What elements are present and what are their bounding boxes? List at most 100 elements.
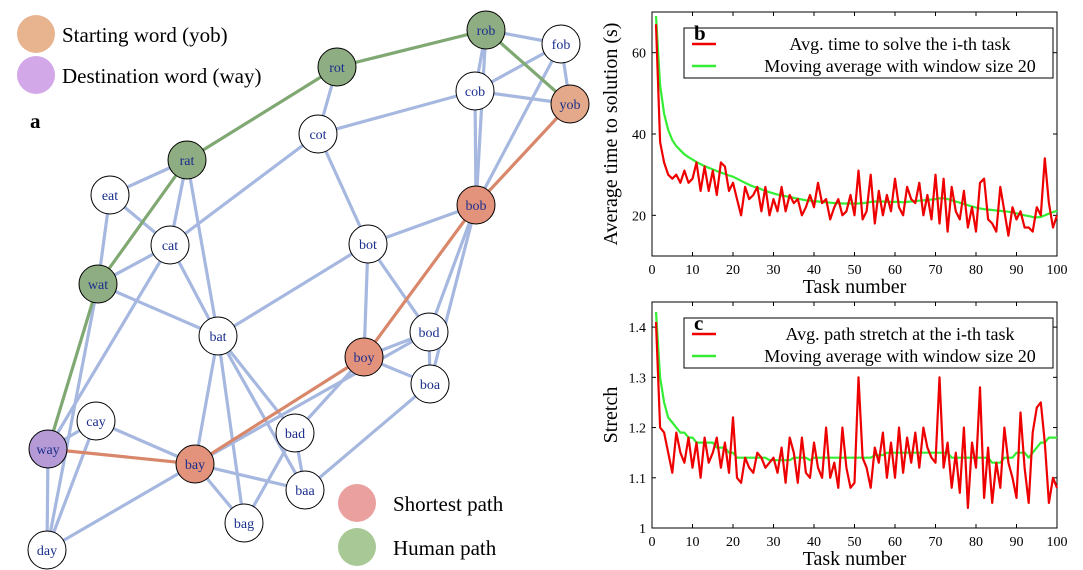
x-tick-label: 20 — [726, 535, 740, 550]
panel-label-a: a — [30, 109, 41, 133]
graph-node-boy — [344, 337, 384, 377]
legend-bottom: Shortest path Human path — [338, 484, 504, 566]
graph-node-label-cot: cot — [309, 128, 326, 143]
y-tick-label: 1 — [639, 522, 646, 537]
series-line-red — [654, 24, 1059, 237]
graph-node-label-cob: cob — [465, 85, 485, 100]
x-tick-label: 50 — [848, 535, 862, 550]
graph-edge — [96, 282, 220, 338]
x-tick-label: 30 — [767, 263, 781, 278]
graph-edge — [45, 462, 197, 552]
graph-node-label-bag: bag — [234, 517, 254, 532]
x-tick-label: 60 — [888, 263, 902, 278]
y-axis-label: Stretch — [600, 387, 622, 444]
legend-swatch-human — [338, 528, 376, 566]
x-tick-label: 90 — [1010, 535, 1024, 550]
graph-node-bat — [198, 316, 238, 356]
graph-node-way — [28, 429, 68, 469]
x-tick-label: 30 — [767, 535, 781, 550]
y-tick-label: 1.3 — [629, 371, 647, 386]
legend-label-dest: Destination word (way) — [62, 64, 261, 88]
y-tick-label: 1.1 — [629, 472, 647, 487]
graph-edge — [316, 132, 370, 246]
graph-node-fob — [541, 24, 581, 64]
graph-node-label-way: way — [36, 443, 59, 458]
graph-node-bag — [224, 503, 264, 543]
legend-label-shortest: Shortest path — [393, 492, 504, 516]
legend-label-series-0: Avg. path stretch at the i-th task — [785, 324, 1014, 344]
graph-node-label-baa: baa — [295, 484, 315, 499]
legend-label-series-1: Moving average with window size 20 — [764, 346, 1035, 366]
graph-node-wat — [78, 264, 118, 304]
graph-node-label-rob: rob — [477, 24, 496, 39]
legend-label-series-0: Avg. time to solve the i-th task — [789, 34, 1010, 54]
legend-label-start: Starting word (yob) — [62, 23, 228, 47]
graph-node-cat — [150, 225, 190, 265]
x-tick-label: 10 — [686, 263, 700, 278]
graph-edge — [216, 242, 370, 338]
graph-node-label-cat: cat — [162, 239, 178, 254]
graph-node-label-boa: boa — [420, 378, 441, 393]
legend-top: Starting word (yob) Destination word (wa… — [17, 15, 261, 94]
x-tick-label: 70 — [929, 535, 943, 550]
graph-node-label-bod: bod — [419, 326, 440, 341]
graph-node-yob — [550, 84, 590, 124]
x-axis-label: Task number — [803, 276, 907, 298]
graph-node-label-rat: rat — [180, 154, 195, 169]
graph-node-label-boy: boy — [354, 351, 375, 366]
graph-node-label-bat: bat — [209, 330, 226, 345]
graph-node-bot — [348, 224, 388, 264]
graph-node-eat — [90, 175, 130, 215]
y-tick-label: 20 — [632, 209, 646, 224]
series-line-red — [654, 322, 1059, 509]
human-path-edge — [96, 158, 189, 286]
x-tick-label: 100 — [1047, 535, 1068, 550]
y-axis-label: Average time to solution (s) — [600, 23, 622, 246]
graph-edge — [474, 28, 488, 207]
graph-node-label-bad: bad — [285, 427, 305, 442]
graph-node-label-eat: eat — [102, 189, 118, 204]
panel-label-c: c — [694, 311, 703, 335]
x-tick-label: 100 — [1047, 263, 1068, 278]
graph-node-cot — [298, 114, 338, 154]
legend-label-series-1: Moving average with window size 20 — [764, 56, 1035, 76]
graph-edge — [474, 42, 563, 207]
human-path-edge — [335, 28, 488, 69]
shortest-path-edge — [193, 355, 366, 466]
graph-edge — [428, 203, 478, 386]
graph-node-boa — [410, 364, 450, 404]
y-tick-label: 40 — [632, 128, 646, 143]
graph-nodes: rob fob cob yob rot cot rat eat cat bob bot wat bat b… — [27, 10, 590, 570]
chart-path-stretch: 0 10 20 30 40 50 60 70 80 90 100 1 1.1 1.2 1.3 1.4 Task … — [600, 301, 1068, 570]
graph-edge — [216, 334, 297, 435]
graph-edge — [216, 334, 246, 525]
graph-edge — [46, 243, 172, 451]
graph-node-baa — [285, 470, 325, 510]
graph-edge — [303, 382, 432, 492]
graph-node-label-wat: wat — [88, 278, 108, 293]
graph-edge — [216, 334, 307, 492]
x-tick-label: 0 — [649, 535, 656, 550]
graph-node-cay — [76, 401, 116, 441]
x-tick-label: 60 — [888, 535, 902, 550]
graph-node-rat — [167, 140, 207, 180]
x-tick-label: 50 — [848, 263, 862, 278]
legend-swatch-dest — [17, 56, 55, 94]
graph-node-cob — [455, 71, 495, 111]
graph-node-day — [27, 530, 67, 570]
graph-edge — [185, 158, 220, 338]
legend-box — [683, 27, 1054, 79]
graph-edge — [193, 334, 220, 466]
legend-swatch-shortest — [338, 484, 376, 522]
x-tick-label: 90 — [1010, 263, 1024, 278]
x-tick-label: 40 — [807, 263, 821, 278]
graph-node-label-bay: bay — [185, 458, 205, 473]
x-tick-label: 80 — [969, 535, 983, 550]
y-tick-label: 60 — [632, 47, 646, 62]
y-tick-label: 1.4 — [629, 321, 647, 336]
graph-node-rot — [317, 47, 357, 87]
shortest-path-edge — [362, 203, 478, 359]
graph-node-label-rot: rot — [329, 61, 345, 76]
x-tick-label: 0 — [649, 263, 656, 278]
